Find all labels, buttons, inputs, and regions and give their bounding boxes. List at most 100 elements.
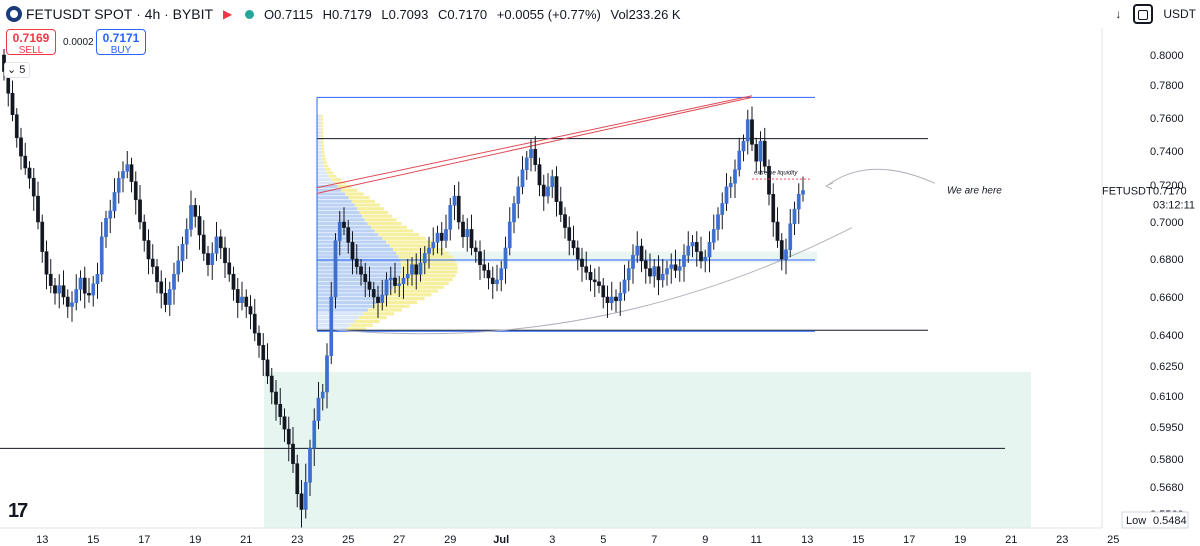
volume-profile-bar-yellow — [367, 308, 402, 312]
price-tick-label: 0.5800 — [1150, 454, 1184, 466]
volume-profile-bar-va — [317, 281, 397, 285]
volume-profile-bar-yellow — [400, 274, 456, 278]
candle-body — [235, 289, 240, 303]
candle-body — [558, 201, 563, 215]
candle-body — [720, 203, 725, 215]
candle-body — [775, 221, 780, 241]
candle-body — [261, 345, 266, 361]
sell-button[interactable]: 0.7169 SELL — [6, 29, 56, 56]
indicators-collapse-button[interactable]: ⌄ 5 — [4, 62, 30, 78]
candle-body — [363, 273, 368, 283]
symbol-name[interactable]: FETUSDT SPOT — [26, 6, 133, 22]
candle-body — [320, 391, 325, 399]
annotation-extreme-liquidity: extreme liquidity — [754, 170, 798, 176]
buy-button[interactable]: 0.7171 BUY — [96, 29, 146, 56]
candle-body — [643, 260, 648, 269]
candle-body — [299, 493, 304, 510]
volume-profile-bar-va — [317, 323, 351, 327]
candle-body — [554, 176, 559, 202]
candle-body — [70, 302, 74, 307]
last-price-countdown: 03:12:11 — [1153, 200, 1195, 212]
volume-profile-bar-va — [317, 147, 322, 151]
screenshot-icon[interactable] — [1133, 4, 1154, 24]
price-tick-label: 0.7400 — [1150, 146, 1184, 158]
candle-body — [520, 169, 525, 188]
candle-body — [163, 292, 168, 305]
candle-body — [218, 236, 223, 249]
volume-profile-bar-yellow — [337, 185, 352, 189]
interval[interactable]: 4h — [144, 6, 161, 22]
candle-body — [333, 240, 338, 298]
candle-body — [367, 281, 372, 290]
low-value: 0.7093 — [388, 6, 429, 22]
volume-profile-bar-va — [317, 127, 321, 131]
candle-body — [342, 221, 346, 228]
time-tick-label: 21 — [1005, 534, 1017, 546]
time-tick-label: 15 — [852, 534, 864, 546]
volume-profile-bar-va — [317, 319, 355, 323]
volume-profile-bar-yellow — [389, 244, 439, 248]
candle-body — [767, 166, 771, 195]
open-label: O — [264, 6, 275, 22]
volume-profile-bar-va — [317, 171, 327, 175]
trendline-lower — [316, 96, 753, 194]
volume-profile-bar-yellow — [320, 141, 324, 144]
candle-body — [512, 203, 516, 223]
pointer-curve — [827, 168, 936, 186]
volume-profile-bar-va — [317, 174, 329, 178]
indicator-count: 5 — [19, 64, 26, 76]
candle-body — [206, 253, 210, 265]
low-marker-value: 0.5484 — [1153, 515, 1187, 527]
candle-body — [529, 149, 533, 159]
right-toolbar: ↓ USDT — [1107, 3, 1200, 25]
volume-profile-bar-yellow — [321, 147, 325, 151]
spread-value: 0.0002 — [63, 37, 94, 48]
low-label: L — [381, 6, 389, 22]
volume-profile-bar-va — [317, 274, 401, 278]
candle-body — [184, 229, 189, 245]
volume-profile-bar-yellow — [378, 233, 420, 237]
volume-profile-bar-yellow — [386, 240, 433, 244]
volume-profile-bar-va — [317, 285, 394, 289]
candle-body — [486, 270, 491, 279]
candle-body — [456, 195, 461, 223]
candle-body — [754, 144, 759, 162]
tradingview-logo: 17 — [8, 500, 28, 522]
exchange[interactable]: BYBIT — [172, 6, 214, 22]
candle-body — [146, 240, 151, 260]
time-tick-label: Jul — [493, 534, 509, 546]
candle-body — [779, 240, 784, 260]
volume-profile-bar-yellow — [400, 259, 456, 263]
buy-price: 0.7171 — [102, 31, 140, 45]
volume-profile-bar-va — [317, 124, 321, 128]
candle-body — [150, 258, 155, 267]
candle-body — [138, 199, 142, 223]
candle-body — [537, 164, 542, 186]
candle-body — [771, 194, 776, 223]
volume-profile-bar-yellow — [367, 222, 402, 226]
volume-profile-bar-yellow — [322, 161, 327, 164]
candle-body — [584, 266, 589, 273]
volume-profile-bar-yellow — [364, 218, 397, 222]
volume-profile-bar-yellow — [382, 236, 426, 240]
volume-profile-bar-yellow — [325, 168, 331, 171]
flag-icon[interactable]: ▶ — [223, 7, 233, 21]
candle-body — [359, 266, 363, 275]
candle-body — [686, 245, 691, 256]
change-value: +0.0055 (+0.77%) — [496, 6, 601, 22]
candle-body — [682, 255, 686, 267]
currency-selector[interactable]: USDT — [1163, 7, 1196, 21]
time-tick-label: 27 — [393, 534, 405, 546]
volume-profile-bar-va — [317, 168, 326, 171]
candle-body — [57, 285, 62, 294]
candle-body — [737, 150, 742, 170]
candle-body — [507, 221, 512, 249]
candle-body — [405, 273, 410, 279]
volume-profile-bar-va — [317, 218, 365, 222]
candle-body — [550, 176, 555, 188]
volume-profile-bar-va — [317, 289, 390, 293]
arrow-down-icon[interactable]: ↓ — [1115, 7, 1122, 21]
volume-value: 233.26 K — [628, 6, 681, 22]
candle-body — [48, 273, 53, 286]
